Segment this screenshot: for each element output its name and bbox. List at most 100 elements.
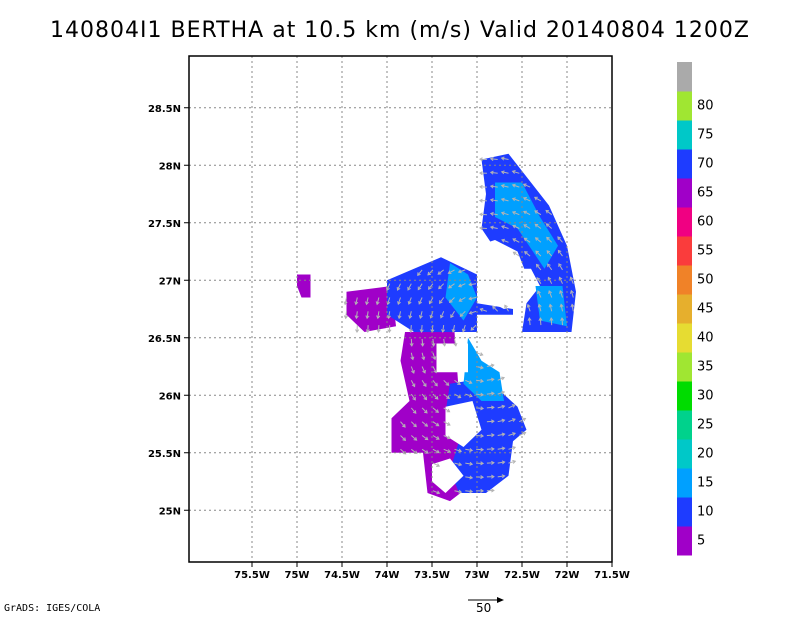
wind-vector-arrow xyxy=(376,325,381,334)
wind-vector-arrow xyxy=(501,238,509,243)
y-tick-label: 28.5N xyxy=(148,104,181,115)
x-tick-label: 73W xyxy=(465,570,490,581)
wind-vector-arrow xyxy=(489,170,498,175)
wind-vector-arrow xyxy=(410,407,417,414)
wind-vector-arrow xyxy=(407,297,412,305)
wind-vector-arrow xyxy=(354,311,359,320)
wind-vector-arrow xyxy=(450,311,455,319)
wind-vector-arrow xyxy=(512,224,520,229)
wind-vector-arrow xyxy=(421,393,428,401)
wind-vector-arrow xyxy=(421,352,426,361)
wind-vector-arrow xyxy=(387,325,392,334)
wind-region-0-10-1 xyxy=(346,286,396,332)
wind-vector-arrow xyxy=(454,448,463,453)
wind-vector-arrow xyxy=(470,324,477,331)
colorbar-swatch xyxy=(677,468,692,498)
wind-vector-arrow xyxy=(548,303,553,312)
reference-vector xyxy=(468,597,504,603)
colorbar-label: 35 xyxy=(697,360,714,375)
wind-vector-arrow xyxy=(486,405,495,410)
wind-vector-arrow xyxy=(451,325,456,333)
wind-vector-arrow xyxy=(468,296,477,301)
wind-vector-arrow xyxy=(442,338,447,347)
colorbar-swatch xyxy=(677,236,692,266)
wind-vector-arrow xyxy=(400,421,406,428)
colorbar-label: 55 xyxy=(697,244,714,259)
wind-vector-arrow xyxy=(486,433,495,438)
wind-vector-arrow xyxy=(504,304,509,312)
wind-vector-arrow xyxy=(432,379,438,387)
wind-region-15-20-6 xyxy=(495,182,558,269)
wind-vector-arrow xyxy=(557,249,563,257)
wind-vector-arrow xyxy=(432,462,441,467)
wind-vector-arrow xyxy=(559,303,564,312)
wind-vector-arrow xyxy=(409,338,414,347)
wind-vector-arrow xyxy=(386,283,391,292)
wind-vector-arrow xyxy=(458,283,466,288)
wind-field-layer xyxy=(297,153,576,502)
wind-vector-arrow xyxy=(522,197,531,202)
wind-vector-arrow xyxy=(457,269,466,274)
wind-vector-arrow xyxy=(365,297,369,306)
x-axis-ticks: 75.5W 75W 74.5W 74W 73.5W 73W 72.5W 72W 71.5W xyxy=(234,562,630,581)
colorbar-swatch xyxy=(677,497,692,527)
wind-vector-arrow xyxy=(519,417,527,423)
colorbar-label: 80 xyxy=(697,99,714,114)
colorbar-swatch xyxy=(677,352,692,382)
wind-vector-arrow xyxy=(523,224,531,229)
x-tick-label: 75W xyxy=(285,570,310,581)
wind-vector-arrow xyxy=(486,377,495,382)
colorbar-swatch xyxy=(677,207,692,237)
missing-data-area-4 xyxy=(432,458,464,493)
wind-vector-arrow xyxy=(459,310,466,317)
wind-vector-arrow xyxy=(486,488,495,493)
y-tick-label: 27.5N xyxy=(148,219,181,230)
wind-vector-arrow xyxy=(522,183,531,188)
colorbar-label: 5 xyxy=(697,534,705,549)
colorbar-swatch xyxy=(677,120,692,150)
wind-vector-arrow xyxy=(432,407,440,413)
colorbar-label: 20 xyxy=(697,447,714,462)
wind-vector-arrow xyxy=(410,366,415,374)
wind-vector-arrow xyxy=(508,404,516,409)
y-axis-ticks: 25N 25.5N 26N 26.5N 27N 27.5N 28N 28.5N xyxy=(148,104,189,517)
wind-vector-arrow xyxy=(486,460,495,465)
x-tick-label: 74.5W xyxy=(324,570,360,581)
wind-vector-arrow xyxy=(400,435,407,442)
wind-vector-arrow xyxy=(570,303,575,312)
x-tick-label: 73.5W xyxy=(414,570,450,581)
wind-vector-arrow xyxy=(497,460,506,465)
wind-vector-arrow xyxy=(486,474,495,479)
wind-vector-arrow xyxy=(447,269,455,274)
wind-vector-arrow xyxy=(454,379,461,385)
wind-vector-arrow xyxy=(454,462,463,467)
x-tick-label: 75.5W xyxy=(234,570,270,581)
wind-vector-arrow xyxy=(497,474,506,479)
y-tick-label: 26.5N xyxy=(148,334,181,345)
reference-vector-label: 50 xyxy=(476,601,492,615)
wind-vector-arrow xyxy=(421,366,426,374)
wind-vector-arrow xyxy=(427,269,434,276)
wind-vector-arrow xyxy=(443,407,451,413)
wind-vector-arrow xyxy=(478,212,487,217)
wind-vector-arrow xyxy=(527,317,532,326)
wind-vector-arrow xyxy=(497,432,506,437)
wind-vector-arrow xyxy=(468,310,477,315)
wind-vector-arrow xyxy=(489,156,498,161)
wind-vector-arrow xyxy=(407,283,412,291)
wind-vector-arrow xyxy=(511,183,520,188)
wind-vector-arrow xyxy=(408,325,414,334)
wind-vector-arrow xyxy=(476,447,485,452)
colorbar-label: 50 xyxy=(697,273,714,288)
missing-data-area-3 xyxy=(445,401,482,447)
wind-vector-arrow xyxy=(454,393,462,399)
colorbar: 5 10 15 20 25 30 35 40 45 50 55 60 65 70 75 80 xyxy=(677,62,714,556)
wind-vector-arrow xyxy=(418,297,423,305)
colorbar-label: 60 xyxy=(697,215,714,230)
wind-vector-arrow xyxy=(428,297,434,305)
colorbar-swatch xyxy=(677,265,692,295)
wind-vector-arrow xyxy=(537,303,542,312)
wind-vector-arrow xyxy=(508,446,517,450)
colorbar-swatch xyxy=(677,149,692,179)
wind-vector-arrow xyxy=(417,283,423,291)
